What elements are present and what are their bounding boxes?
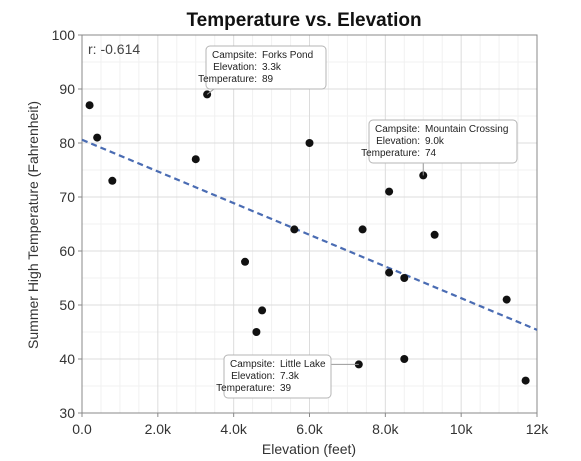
data-point[interactable] xyxy=(191,155,200,164)
tooltip: Campsite: Mountain Crossing Elevation: 9.0k… xyxy=(361,119,518,176)
tooltip-key: Elevation: xyxy=(213,62,257,73)
y-tick-label: 60 xyxy=(59,243,75,259)
data-point[interactable] xyxy=(85,101,94,110)
tooltip-value: 9.0k xyxy=(425,136,445,147)
data-point[interactable] xyxy=(93,133,102,142)
tooltip-value: Mountain Crossing xyxy=(425,124,508,135)
axis-ticks: 0.0 2.0k 4.0k 6.0k 8.0k 10k 12k 30 40 50 60 70 80 90 1… xyxy=(52,27,550,437)
y-tick-label: 30 xyxy=(59,405,75,421)
data-point[interactable] xyxy=(502,295,511,304)
x-tick-label: 4.0k xyxy=(220,421,247,437)
data-point[interactable] xyxy=(385,187,394,196)
tooltip-value: Forks Pond xyxy=(262,50,313,61)
tooltip-box xyxy=(223,354,332,399)
data-point[interactable] xyxy=(400,274,409,282)
tooltip: Campsite: Little Lake Elevation: 7.3k Temper… xyxy=(216,354,359,399)
y-tick-label: 100 xyxy=(52,27,76,43)
y-tick-label: 50 xyxy=(59,297,75,313)
trendline xyxy=(81,138,538,331)
tooltip-key: Elevation: xyxy=(231,371,275,382)
data-point[interactable] xyxy=(258,306,267,315)
tooltip-key: Elevation: xyxy=(376,136,420,147)
tooltip-value: 7.3k xyxy=(280,371,300,382)
chart-title: Temperature vs. Elevation xyxy=(186,10,421,31)
tooltip-value: 74 xyxy=(425,148,437,159)
y-tick-label: 90 xyxy=(59,81,75,97)
x-tick-label: 6.0k xyxy=(296,421,323,437)
tooltip-leader xyxy=(206,88,215,95)
y-tick-label: 40 xyxy=(59,351,75,367)
data-points xyxy=(85,90,530,385)
data-point[interactable] xyxy=(305,139,314,147)
data-point[interactable] xyxy=(400,355,409,363)
data-point[interactable] xyxy=(290,225,299,234)
y-axis-label: Summer High Temperature (Fahrenheit) xyxy=(25,101,41,349)
x-tick-label: 2.0k xyxy=(145,421,172,437)
data-point[interactable] xyxy=(385,268,394,277)
correlation-label: r: -0.614 xyxy=(88,41,140,57)
data-point[interactable] xyxy=(430,230,439,239)
x-axis-label: Elevation (feet) xyxy=(262,441,356,457)
x-tick-label: 0.0 xyxy=(72,421,92,437)
data-point[interactable] xyxy=(358,225,367,234)
tooltips: Campsite: Forks Pond Elevation: 3.3k Tempera… xyxy=(198,45,518,399)
x-tick-label: 8.0k xyxy=(372,421,399,437)
data-point[interactable] xyxy=(241,257,250,266)
tooltip-key: Campsite: xyxy=(375,124,420,135)
data-point[interactable] xyxy=(108,176,117,185)
data-point[interactable] xyxy=(521,376,530,385)
tooltip-key: Temperature: xyxy=(361,148,420,159)
tooltip-box xyxy=(368,119,518,164)
tooltip-key: Temperature: xyxy=(216,383,275,394)
data-point[interactable] xyxy=(252,328,261,336)
tooltip-key: Campsite: xyxy=(230,359,275,370)
x-tick-label: 12k xyxy=(526,421,550,437)
y-tick-label: 80 xyxy=(59,135,75,151)
tooltip: Campsite: Forks Pond Elevation: 3.3k Tempera… xyxy=(198,45,327,95)
tooltip-key: Campsite: xyxy=(212,50,257,61)
tooltip-value: Little Lake xyxy=(280,359,326,370)
x-tick-label: 10k xyxy=(450,421,474,437)
tooltip-box xyxy=(205,45,327,90)
tooltip-key: Temperature: xyxy=(198,74,257,85)
y-tick-label: 70 xyxy=(59,189,75,205)
tooltip-value: 39 xyxy=(280,383,292,394)
tooltip-value: 89 xyxy=(262,74,274,85)
tooltip-value: 3.3k xyxy=(262,62,282,73)
